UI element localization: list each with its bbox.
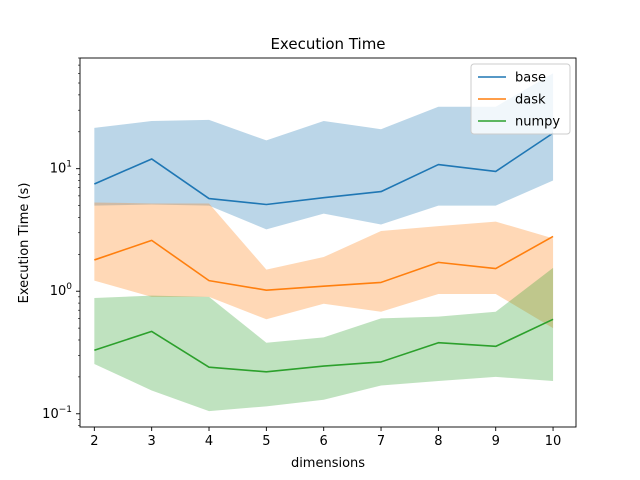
legend-box [470,63,571,135]
legend-label-numpy: numpy [515,115,560,130]
x-tick-label: 5 [262,434,270,449]
x-tick-label: 4 [205,434,213,449]
band-numpy [94,267,554,412]
x-tick-label: 6 [320,434,328,449]
plot-area [79,57,577,428]
legend: base dask numpy [470,63,571,135]
x-tick-label: 2 [90,434,98,449]
x-axis: 2 3 4 5 6 7 8 9 10 [90,427,561,449]
y-tick-label: 100 [50,282,73,299]
x-axis-label: dimensions [291,456,365,471]
y-axis-label: Execution Time (s) [17,183,32,304]
line-base [94,132,554,206]
legend-label-base: base [515,71,546,86]
y-tick-label: 101 [50,160,72,177]
x-tick-label: 9 [492,434,500,449]
x-tick-label: 7 [377,434,385,449]
legend-label-dask: dask [515,93,546,108]
band-base [94,73,554,230]
y-tick-label: 10−1 [42,405,72,422]
line-dask [94,235,554,291]
band-dask [94,202,554,329]
x-tick-label: 8 [434,434,442,449]
x-tick-label: 3 [148,434,156,449]
y-axis: 10−1 100 101 [42,57,80,426]
plot-frame [79,57,577,428]
chart-title: Execution Time [270,35,385,53]
line-numpy [94,318,554,373]
x-tick-label: 10 [545,434,562,449]
